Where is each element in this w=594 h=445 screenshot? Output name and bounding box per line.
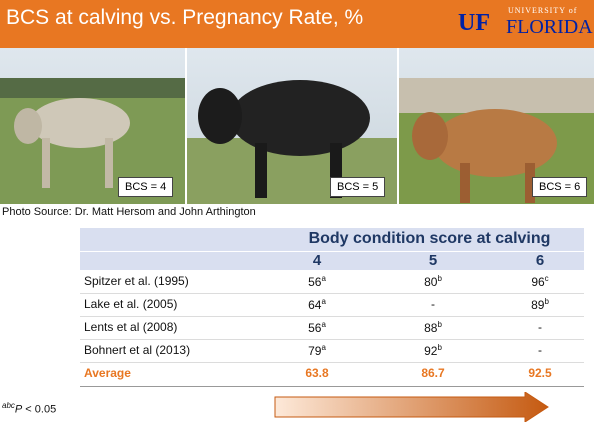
cell: 88b xyxy=(393,320,473,335)
cell-value: 79 xyxy=(308,344,322,358)
header-bar xyxy=(0,0,594,48)
cell-value: 96 xyxy=(531,275,545,289)
photos xyxy=(0,48,594,204)
cell-value: 80 xyxy=(424,275,438,289)
photo-source: Photo Source: Dr. Matt Hersom and John A… xyxy=(2,206,256,218)
footnote-text: < 0.05 xyxy=(22,403,57,416)
cell: 56a xyxy=(277,320,357,335)
cell-sup: a xyxy=(321,297,326,306)
row-line xyxy=(80,339,584,340)
average-value: 92.5 xyxy=(528,366,552,380)
cell-value: 92 xyxy=(424,344,438,358)
row-line xyxy=(80,316,584,317)
row-label: Spitzer et al. (1995) xyxy=(84,274,189,288)
cell: - xyxy=(500,320,580,334)
photo-label: BCS = 4 xyxy=(118,177,174,197)
cell: 56a xyxy=(277,274,357,289)
logo-mark: UF xyxy=(458,10,490,36)
cell: 64a xyxy=(277,297,357,312)
cell-value: - xyxy=(431,297,435,311)
row-label: Bohnert et al (2013) xyxy=(84,343,191,357)
logo-top: UNIVERSITY of xyxy=(508,6,578,15)
cell-sup: a xyxy=(321,274,326,283)
table-header-bg xyxy=(80,228,584,270)
group-header: Body condition score at calving xyxy=(308,230,551,247)
header-divider xyxy=(80,251,584,252)
cell-value: 64 xyxy=(308,298,322,312)
slide-title: BCS at calving vs. Pregnancy Rate, % xyxy=(6,6,364,29)
cell-value: - xyxy=(538,343,542,357)
row-label: Lents et al (2008) xyxy=(84,320,178,334)
cell: - xyxy=(393,297,473,311)
cell-value: 56 xyxy=(308,321,322,335)
column-header: 6 xyxy=(535,252,545,269)
cell: 89b xyxy=(500,297,580,312)
cell-value: - xyxy=(538,320,542,334)
table-bottom xyxy=(80,386,584,387)
average-value: 63.8 xyxy=(305,366,329,380)
footnote: abcP < 0.05 xyxy=(2,401,56,416)
cell-sup: a xyxy=(321,343,326,352)
cell: 79a xyxy=(277,343,357,358)
cell-sup: b xyxy=(437,274,442,283)
footnote-sup: abc xyxy=(2,401,15,410)
column-header: 4 xyxy=(312,252,322,269)
cell: 80b xyxy=(393,274,473,289)
footnote-p: P xyxy=(14,403,23,416)
average-label: Average xyxy=(84,366,131,380)
logo: UF UNIVERSITY of FLORIDA xyxy=(458,4,594,44)
cell-sup: c xyxy=(544,274,549,283)
photo-label: BCS = 6 xyxy=(532,177,588,197)
photo-label: BCS = 5 xyxy=(330,177,386,197)
row-line xyxy=(80,293,584,294)
row-label: Lake et al. (2005) xyxy=(84,297,178,311)
cell: - xyxy=(500,343,580,357)
cell: 96c xyxy=(500,274,580,289)
logo-name: FLORIDA xyxy=(506,16,593,38)
arrow xyxy=(274,392,549,422)
cell-sup: a xyxy=(321,320,326,329)
cell-sup: b xyxy=(437,343,442,352)
cell-sup: b xyxy=(437,320,442,329)
column-header: 5 xyxy=(428,252,438,269)
row-line xyxy=(80,362,584,363)
cell-sup: b xyxy=(544,297,549,306)
cell-value: 56 xyxy=(308,275,322,289)
average-value: 86.7 xyxy=(421,366,445,380)
cell: 92b xyxy=(393,343,473,358)
cell-value: 89 xyxy=(531,298,545,312)
cell-value: 88 xyxy=(424,321,438,335)
